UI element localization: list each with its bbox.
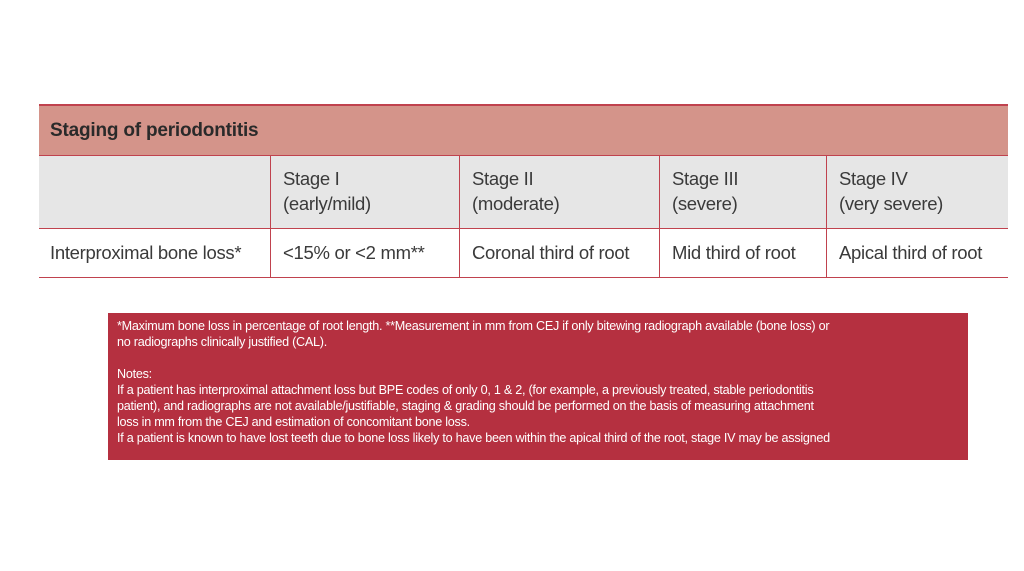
stage-label: Stage IV xyxy=(839,168,908,189)
stage-severity: (very severe) xyxy=(839,193,944,214)
header-row: Stage I (early/mild) Stage II (moderate) S… xyxy=(39,156,1008,229)
header-cell-stage-2: Stage II (moderate) xyxy=(459,156,659,228)
footnote-line: *Maximum bone loss in percentage of root… xyxy=(117,319,830,333)
header-cell-stage-1: Stage I (early/mild) xyxy=(270,156,459,228)
stage-label: Stage II xyxy=(472,168,534,189)
stage-severity: (early/mild) xyxy=(283,193,371,214)
notes-heading: Notes: xyxy=(117,367,152,381)
stage-label: Stage III xyxy=(672,168,739,189)
note-line: loss in mm from the CEJ and estimation o… xyxy=(117,415,470,429)
note-line: patient), and radiographs are not availa… xyxy=(117,399,814,413)
footnote-line: no radiographs clinically justified (CAL… xyxy=(117,335,327,349)
table-cell: Apical third of root xyxy=(826,229,1008,277)
stage-severity: (severe) xyxy=(672,193,738,214)
table-title: Staging of periodontitis xyxy=(50,119,259,141)
table-row: Interproximal bone loss* <15% or <2 mm**… xyxy=(39,229,1008,278)
stage-label: Stage I xyxy=(283,168,340,189)
header-cell-stage-3: Stage III (severe) xyxy=(659,156,826,228)
table-title-row: Staging of periodontitis xyxy=(39,106,1008,156)
table-cell: Mid third of root xyxy=(659,229,826,277)
header-cell-stage-4: Stage IV (very severe) xyxy=(826,156,1008,228)
table-cell: <15% or <2 mm** xyxy=(270,229,459,277)
staging-table: Staging of periodontitis Stage I (early/m… xyxy=(39,104,1008,278)
notes-box: *Maximum bone loss in percentage of root… xyxy=(108,313,968,460)
stage-severity: (moderate) xyxy=(472,193,560,214)
table-cell: Coronal third of root xyxy=(459,229,659,277)
note-line: If a patient is known to have lost teeth… xyxy=(117,431,830,445)
note-line: If a patient has interproximal attachmen… xyxy=(117,383,814,397)
header-cell-empty xyxy=(39,156,270,228)
row-label: Interproximal bone loss* xyxy=(50,242,242,263)
